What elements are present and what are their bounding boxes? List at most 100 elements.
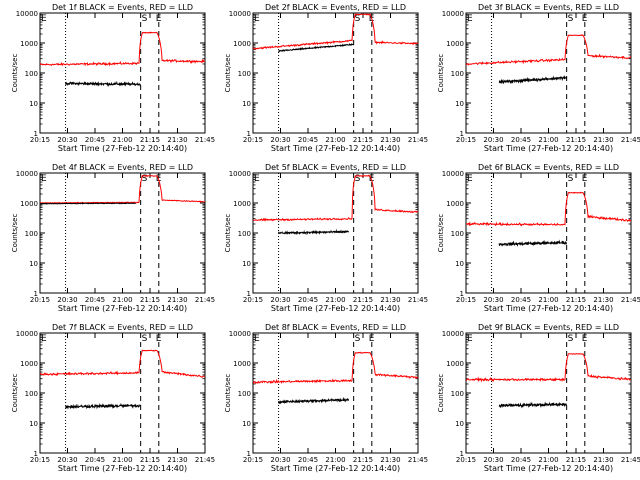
x-tick-label: 20:15 — [243, 456, 263, 464]
x-tick-label: 20:15 — [30, 296, 50, 304]
x-tick-label: 21:45 — [195, 456, 215, 464]
x-tick-label: 21:45 — [621, 456, 640, 464]
y-tick-label: 10000 — [16, 10, 38, 18]
x-tick-label: 20:30 — [57, 296, 77, 304]
x-tick-label: 21:15 — [353, 296, 373, 304]
x-tick-label: 20:45 — [298, 136, 318, 144]
x-tick-label: 21:45 — [195, 296, 215, 304]
y-axis-label: Counts/sec — [437, 374, 445, 413]
x-tick-label: 20:15 — [456, 296, 476, 304]
x-tick-label: 21:30 — [593, 136, 613, 144]
x-axis-label: Start Time (27-Feb-12 20:14:40) — [58, 464, 187, 473]
panel-title: Det 2f BLACK = Events, RED = LLD — [265, 3, 406, 12]
x-tick-label: 21:30 — [167, 296, 187, 304]
y-tick-label: 1 — [247, 130, 251, 138]
x-tick-label: 21:00 — [538, 296, 558, 304]
y-tick-label: 10 — [455, 260, 464, 268]
lld-series-line — [466, 34, 631, 66]
y-tick-label: 10 — [242, 260, 251, 268]
x-tick-label: 21:00 — [325, 456, 345, 464]
x-tick-label: 20:30 — [57, 456, 77, 464]
y-tick-label: 1 — [34, 130, 38, 138]
marker-s: S — [355, 334, 361, 344]
plot-frame — [39, 172, 206, 294]
lld-series-line — [253, 351, 418, 385]
x-tick-label: 21:15 — [353, 456, 373, 464]
marker-e2: E — [156, 334, 162, 344]
y-tick-label: 10 — [242, 100, 251, 108]
y-tick-label: 1000 — [233, 40, 251, 48]
x-tick-label: 21:45 — [621, 136, 640, 144]
lld-series-line — [466, 191, 631, 227]
x-tick-label: 21:30 — [593, 296, 613, 304]
y-axis-label: Counts/sec — [224, 214, 232, 253]
x-tick-label: 21:00 — [325, 296, 345, 304]
panel-title: Det 3f BLACK = Events, RED = LLD — [478, 3, 619, 12]
y-tick-label: 100 — [238, 70, 251, 78]
x-tick-label: 21:45 — [408, 136, 428, 144]
marker-e2: E — [369, 334, 375, 344]
lld-series-line — [40, 349, 205, 378]
x-axis-label: Start Time (27-Feb-12 20:14:40) — [271, 144, 400, 153]
x-tick-label: 21:00 — [538, 456, 558, 464]
plot-frame — [252, 12, 419, 134]
panel-7: Det 7f BLACK = Events, RED = LLD 1 10 100 10… — [11, 323, 215, 473]
events-series-line — [498, 401, 567, 409]
x-tick-label: 21:15 — [566, 136, 586, 144]
marker-e: E — [467, 174, 473, 184]
x-tick-label: 20:15 — [456, 456, 476, 464]
marker-e: E — [41, 14, 47, 24]
y-tick-label: 1 — [247, 450, 251, 458]
events-series-line — [40, 202, 136, 205]
panel-title: Det 7f BLACK = Events, RED = LLD — [52, 323, 193, 332]
x-tick-label: 20:45 — [298, 296, 318, 304]
y-tick-label: 10 — [29, 100, 38, 108]
x-tick-label: 21:45 — [621, 296, 640, 304]
y-axis-label: Counts/sec — [437, 54, 445, 93]
x-tick-label: 21:30 — [380, 296, 400, 304]
x-tick-label: 20:30 — [270, 456, 290, 464]
marker-s: S — [355, 14, 361, 24]
marker-e: E — [254, 174, 260, 184]
y-tick-label: 10 — [455, 420, 464, 428]
y-tick-label: 1000 — [20, 200, 38, 208]
marker-e: E — [467, 334, 473, 344]
marker-s: S — [142, 174, 148, 184]
y-tick-label: 100 — [238, 390, 251, 398]
marker-s: S — [142, 14, 148, 24]
y-tick-label: 10000 — [229, 330, 251, 338]
x-axis-label: Start Time (27-Feb-12 20:14:40) — [484, 144, 613, 153]
events-series-line — [278, 228, 350, 236]
y-tick-label: 1000 — [446, 40, 464, 48]
x-tick-label: 21:30 — [380, 136, 400, 144]
x-tick-label: 20:45 — [511, 296, 531, 304]
y-tick-label: 100 — [25, 70, 38, 78]
x-tick-label: 20:45 — [298, 456, 318, 464]
x-tick-label: 21:00 — [325, 136, 345, 144]
x-tick-label: 21:45 — [408, 296, 428, 304]
plot-frame — [252, 172, 419, 294]
x-tick-label: 21:00 — [112, 456, 132, 464]
y-tick-label: 1000 — [233, 200, 251, 208]
panel-5: Det 5f BLACK = Events, RED = LLD 1 10 100 10… — [224, 163, 428, 313]
x-tick-label: 20:15 — [456, 136, 476, 144]
panel-6: Det 6f BLACK = Events, RED = LLD 1 10 100 10… — [437, 163, 640, 313]
y-tick-label: 10000 — [16, 170, 38, 178]
marker-e: E — [254, 334, 260, 344]
marker-s: S — [568, 14, 574, 24]
y-tick-label: 1000 — [446, 200, 464, 208]
marker-e2: E — [156, 14, 162, 24]
events-series-line — [278, 396, 350, 405]
x-tick-label: 20:45 — [85, 136, 105, 144]
x-tick-label: 20:30 — [270, 296, 290, 304]
y-tick-label: 1 — [34, 450, 38, 458]
y-tick-label: 100 — [238, 230, 251, 238]
panel-8: Det 8f BLACK = Events, RED = LLD 1 10 100 10… — [224, 323, 428, 473]
panel-title: Det 8f BLACK = Events, RED = LLD — [265, 323, 406, 332]
y-axis-label: Counts/sec — [224, 54, 232, 93]
y-tick-label: 10 — [29, 260, 38, 268]
panel-title: Det 4f BLACK = Events, RED = LLD — [52, 163, 193, 172]
y-axis-label: Counts/sec — [437, 214, 445, 253]
lld-series-line — [40, 31, 205, 67]
